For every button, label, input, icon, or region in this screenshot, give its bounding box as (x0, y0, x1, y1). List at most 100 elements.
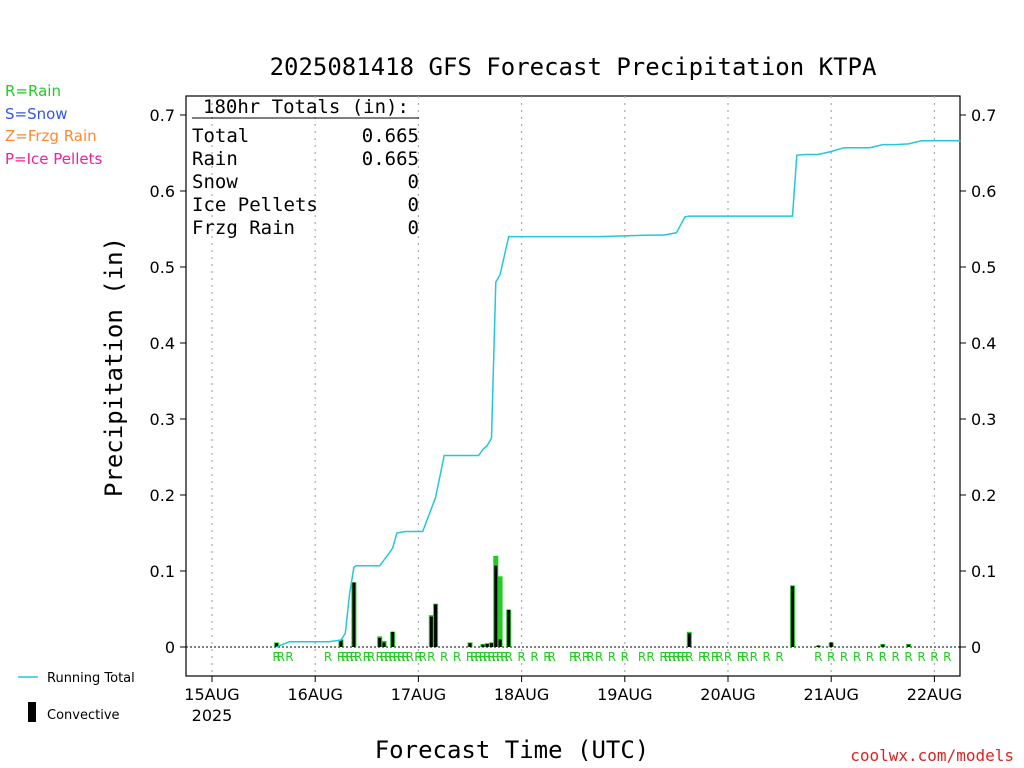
rain-marker: R (483, 650, 491, 664)
convective-bar (485, 643, 489, 647)
rain-marker: R (440, 650, 448, 664)
totals-box: 180hr Totals (in): Total 0.665 Rain 0.66… (192, 96, 419, 239)
rain-marker: R (337, 650, 345, 664)
convective-bar (434, 604, 438, 647)
convective-bar (687, 633, 691, 647)
rain-marker: R (775, 650, 783, 664)
rain-marker: R (272, 650, 280, 664)
x-tick-label: 17AUG (391, 685, 446, 704)
rain-marker: R (724, 650, 732, 664)
convective-bar (429, 616, 433, 647)
y-tick-label-left: 0.3 (150, 410, 175, 429)
rain-marker: R (866, 650, 874, 664)
rain-marker: R (917, 650, 925, 664)
running-total-legend-label: Running Total (47, 671, 135, 686)
x-tick-label: 22AUG (907, 685, 962, 704)
convective-bar (339, 640, 343, 647)
rain-marker: R (586, 650, 594, 664)
rain-marker: R (548, 650, 556, 664)
y-tick-label-left: 0.2 (150, 486, 175, 505)
rain-marker: R (659, 650, 667, 664)
y-axis-label: Precipitation (in) (100, 237, 128, 497)
y-tick-label-right: 0.6 (971, 182, 996, 201)
x-tick-label: 15AUG (184, 685, 239, 704)
precip-bar (497, 576, 503, 647)
y-tick-label-right: 0.3 (971, 410, 996, 429)
rain-marker: R (543, 650, 551, 664)
y-tick-label-right: 0 (971, 638, 981, 657)
convective-bar (816, 645, 820, 647)
convective-bar (507, 609, 511, 647)
totals-frzg-rain-label: Frzg Rain (192, 217, 295, 239)
convective-bar (881, 644, 885, 647)
chart-title: 2025081418 GFS Forecast Precipitation KT… (270, 53, 877, 81)
totals-header: 180hr Totals (in): (203, 96, 409, 118)
rain-marker: R (711, 650, 719, 664)
x-axis-label: Forecast Time (UTC) (375, 736, 650, 764)
precip-bars (274, 555, 912, 647)
rain-marker: R (750, 650, 758, 664)
rain-marker: R (621, 650, 629, 664)
rain-marker: R (582, 650, 590, 664)
totals-total-value: 0.665 (362, 125, 419, 147)
y-tick-label-right: 0.4 (971, 334, 996, 353)
credit-text: coolwx.com/models (850, 746, 1014, 765)
rain-marker: R (608, 650, 616, 664)
rain-marker: R (345, 650, 353, 664)
rain-marker: R (827, 650, 835, 664)
rain-marker: R (505, 650, 513, 664)
rain-marker: R (904, 650, 912, 664)
rain-marker: R (685, 650, 693, 664)
rain-marker: R (419, 650, 427, 664)
convective-bar (494, 565, 498, 647)
rain-marker: R (496, 650, 504, 664)
y-axis-right: 0 0.1 0.2 0.3 0.4 0.5 0.6 0.7 (960, 106, 996, 657)
rain-marker: R (517, 650, 525, 664)
legend-snow: S=Snow (5, 105, 68, 123)
legend-ice-pellets: P=Ice Pellets (5, 150, 102, 168)
rain-marker: R (388, 650, 396, 664)
rain-marker: R (595, 650, 603, 664)
convective-bar (382, 642, 386, 647)
rain-marker: R (737, 650, 745, 664)
rain-marker: R (814, 650, 822, 664)
rain-marker: R (672, 650, 680, 664)
convective-bar (490, 643, 493, 647)
rain-marker: R (677, 650, 685, 664)
y-tick-label-right: 0.7 (971, 106, 996, 125)
rain-marker: R (853, 650, 861, 664)
rain-marker: R (393, 650, 401, 664)
y-tick-label-right: 0.5 (971, 258, 996, 277)
totals-snow-value: 0 (408, 171, 419, 193)
rain-marker: R (715, 650, 723, 664)
series-legend: Running Total Convective (18, 671, 135, 723)
rain-marker: R (354, 650, 362, 664)
convective-swatch (28, 702, 36, 722)
x-tick-label: 16AUG (287, 685, 342, 704)
rain-marker: R (376, 650, 384, 664)
x-tick-label: 21AUG (803, 685, 858, 704)
y-tick-label-left: 0.5 (150, 258, 175, 277)
precip-type-legend: R=Rain S=Snow Z=Frzg Rain P=Ice Pellets (5, 82, 102, 168)
y-tick-label-left: 0.6 (150, 182, 175, 201)
y-tick-label-left: 0.4 (150, 334, 175, 353)
rain-marker: R (406, 650, 414, 664)
rain-marker: R (892, 650, 900, 664)
convective-bar (791, 586, 794, 647)
rain-marker: R (487, 650, 495, 664)
rain-marker: R (763, 650, 771, 664)
y-tick-label-left: 0.1 (150, 562, 175, 581)
rain-marker: R (470, 650, 478, 664)
rain-marker: R (573, 650, 581, 664)
rain-marker: R (879, 650, 887, 664)
rain-marker: R (569, 650, 577, 664)
x-tick-label: 20AUG (700, 685, 755, 704)
rain-marker: R (397, 650, 405, 664)
totals-frzg-rain-value: 0 (408, 217, 419, 239)
rain-marker: R (350, 650, 358, 664)
rain-marker: R (285, 650, 293, 664)
rain-marker: R (363, 650, 371, 664)
rain-marker: R (466, 650, 474, 664)
convective-bar (468, 643, 472, 647)
convective-bar (907, 644, 911, 647)
